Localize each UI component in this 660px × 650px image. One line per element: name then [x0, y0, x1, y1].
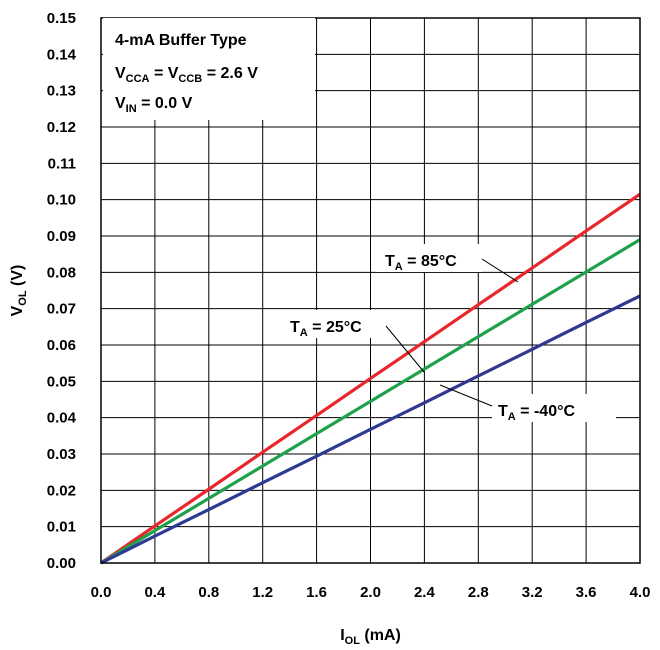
- y-tick-label: 0.03: [47, 446, 76, 463]
- y-tick-label: 0.01: [47, 519, 76, 536]
- buffer-type-label: 4-mA Buffer Type: [115, 32, 247, 49]
- y-tick-label: 0.13: [47, 83, 76, 100]
- y-tick-label: 0.11: [48, 155, 76, 172]
- y-tick-label: 0.00: [47, 555, 76, 572]
- x-tick-labels: 0.0 0.4 0.8 1.2 1.6 2.0 2.4 2.8 3.2 3.6 4.0: [91, 584, 651, 601]
- annotation-25c: TA = 25°C: [282, 310, 425, 373]
- x-axis-label: IOL (mA): [340, 627, 401, 647]
- annotation-minus40c-leader: [439, 384, 493, 407]
- x-tick-label: 4.0: [630, 584, 651, 601]
- y-tick-label: 0.08: [47, 264, 76, 281]
- y-tick-label: 0.05: [47, 373, 76, 390]
- y-tick-label: 0.04: [47, 410, 77, 427]
- x-tick-label: 1.6: [306, 584, 327, 601]
- x-tick-label: 2.0: [360, 584, 381, 601]
- y-tick-label: 0.02: [47, 482, 76, 499]
- supply-voltage-label: VCCA = VCCB = 2.6 V: [115, 65, 258, 85]
- y-tick-label: 0.14: [47, 46, 77, 63]
- y-axis-label: VOL (V): [9, 265, 29, 317]
- x-tick-label: 3.2: [522, 584, 543, 601]
- y-tick-labels: 0.00 0.01 0.02 0.03 0.04 0.05 0.06 0.07 0.08 0.09…: [47, 10, 77, 572]
- y-tick-label: 0.12: [47, 119, 76, 136]
- y-tick-label: 0.07: [47, 301, 76, 318]
- x-tick-label: 0.4: [144, 584, 166, 601]
- annotation-85c-label: TA = 85°C: [385, 253, 457, 273]
- series-line-2: [100, 294, 641, 565]
- x-tick-label: 0.8: [198, 584, 219, 601]
- x-tick-label: 2.4: [414, 584, 436, 601]
- input-voltage-label: VIN = 0.0 V: [115, 95, 193, 115]
- y-tick-label: 0.06: [47, 337, 76, 354]
- annotation-25c-leader: [385, 325, 425, 373]
- series-lines: [100, 192, 641, 565]
- y-tick-label: 0.15: [47, 10, 76, 27]
- y-tick-label: 0.09: [47, 228, 76, 245]
- plot-frame: [100, 17, 641, 564]
- series-line-0: [100, 192, 641, 565]
- x-tick-label: 0.0: [91, 584, 112, 601]
- annotation-minus40c-label: TA = -40°C: [498, 403, 575, 423]
- x-tick-label: 1.2: [252, 584, 273, 601]
- series-line-1: [100, 238, 641, 565]
- annotation-25c-label: TA = 25°C: [290, 319, 362, 339]
- x-tick-label: 3.6: [576, 584, 597, 601]
- conditions-box: 4-mA Buffer Type VCCA = VCCB = 2.6 V VIN…: [103, 18, 315, 120]
- annotation-minus40c: TA = -40°C: [439, 384, 616, 423]
- x-tick-label: 2.8: [468, 584, 489, 601]
- annotation-85c: TA = 85°C: [376, 244, 519, 283]
- annotation-85c-leader: [481, 258, 519, 283]
- y-tick-label: 0.10: [47, 192, 76, 209]
